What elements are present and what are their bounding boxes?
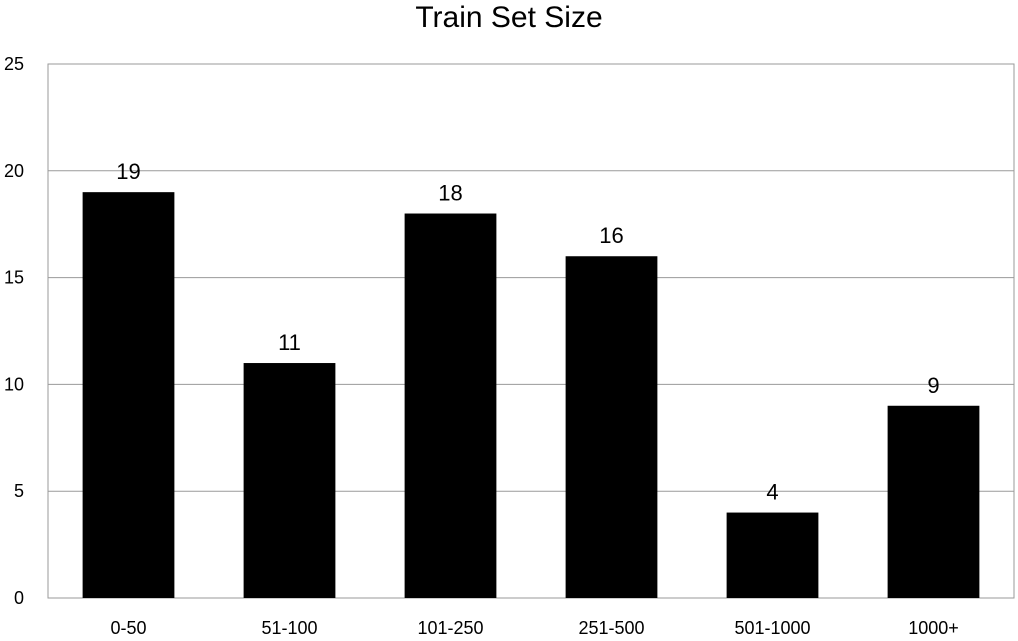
y-tick-label: 10 [4, 374, 24, 394]
x-category-label: 0-50 [110, 618, 146, 638]
x-category-label: 501-1000 [734, 618, 810, 638]
plot-area-border [47, 63, 1015, 599]
bar [404, 213, 497, 598]
y-tick-label: 25 [4, 54, 24, 74]
bar [82, 192, 175, 598]
data-label: 16 [599, 223, 623, 248]
data-label: 11 [278, 330, 301, 355]
data-label: 4 [766, 480, 778, 505]
data-label: 19 [116, 159, 140, 184]
y-tick-label: 5 [14, 481, 24, 501]
data-label: 9 [927, 373, 939, 398]
y-tick-label: 0 [14, 588, 24, 608]
y-tick-label: 20 [4, 161, 24, 181]
bar [565, 256, 658, 598]
y-tick-label: 15 [4, 268, 24, 288]
x-category-label: 251-500 [578, 618, 644, 638]
bar [887, 405, 980, 598]
x-category-label: 101-250 [417, 618, 483, 638]
data-label: 18 [438, 181, 462, 206]
x-category-label: 51-100 [261, 618, 317, 638]
x-category-label: 1000+ [908, 618, 959, 638]
chart-title: Train Set Size [415, 1, 603, 34]
bar [726, 512, 819, 598]
bar [243, 363, 336, 598]
